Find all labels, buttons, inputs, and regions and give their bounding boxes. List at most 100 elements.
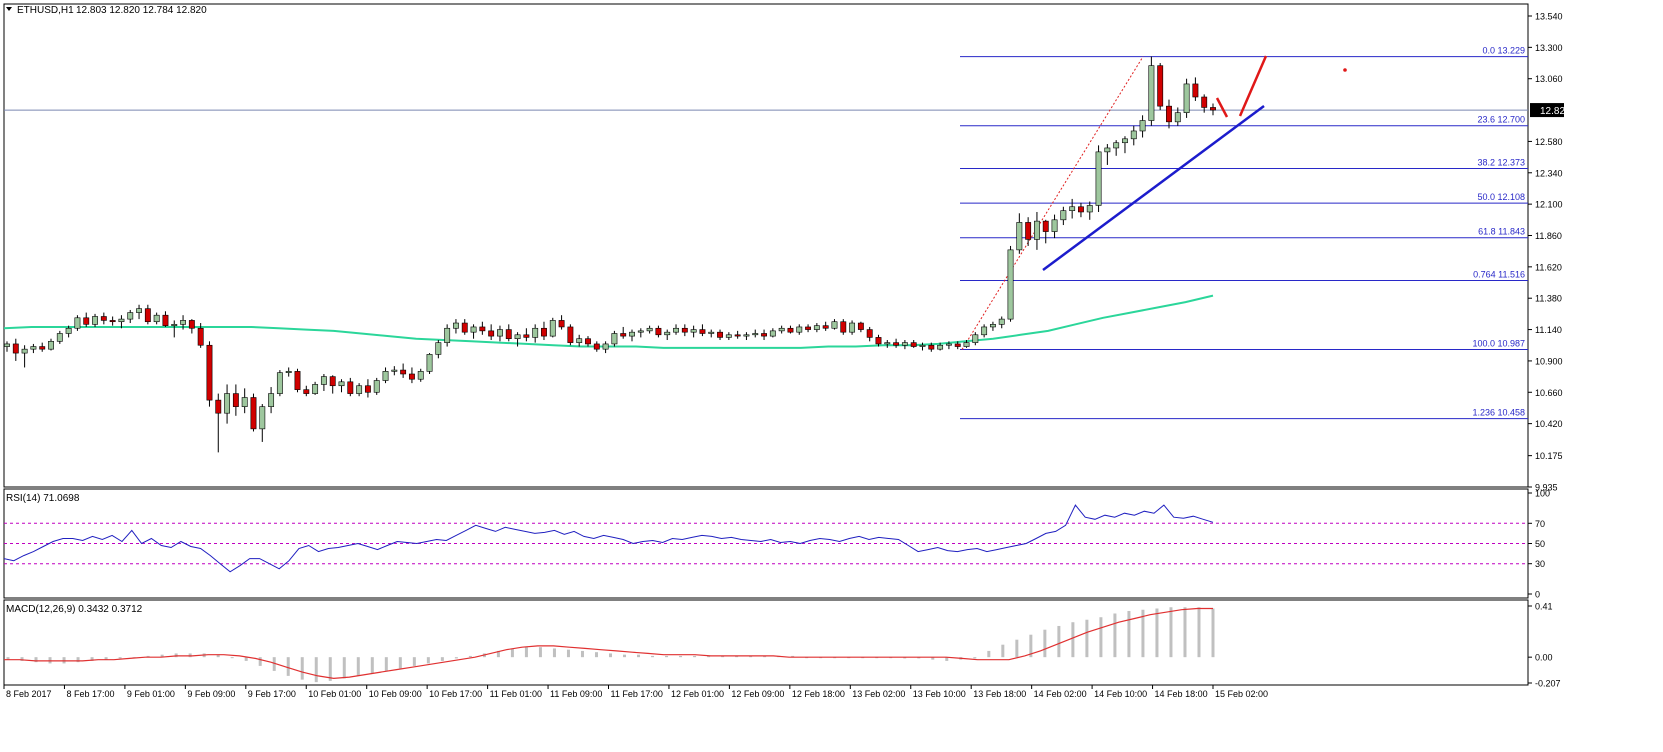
bull-candle-body <box>901 342 908 346</box>
time-axis-label: 8 Feb 2017 <box>6 689 52 699</box>
time-axis-label: 14 Feb 10:00 <box>1094 689 1147 699</box>
candle <box>461 319 468 335</box>
candle <box>893 338 900 348</box>
macd-histogram-bar <box>90 657 94 661</box>
candle <box>285 367 292 377</box>
candle <box>144 304 151 325</box>
bull-candle-body <box>338 381 345 387</box>
bull-candle-body <box>1060 210 1067 221</box>
bull-candle-body <box>1051 219 1058 232</box>
bear-candle-body <box>347 381 354 394</box>
macd-histogram-bar <box>1043 629 1047 658</box>
bull-candle-body <box>356 385 363 394</box>
macd-histogram-bar <box>314 657 318 683</box>
macd-histogram-bar <box>945 657 949 661</box>
candle <box>549 317 556 338</box>
bull-candle-body <box>849 322 856 333</box>
candle <box>39 342 46 352</box>
fib-level-label: 1.236 10.458 <box>1472 408 1525 418</box>
bull-candle-body <box>4 343 10 347</box>
candle <box>127 309 134 324</box>
macd-histogram-bar <box>1155 608 1159 658</box>
bear-candle-body <box>655 327 662 336</box>
bear-candle-body <box>1166 105 1172 123</box>
bear-candle-body <box>787 327 794 333</box>
macd-histogram-bar <box>1197 607 1201 658</box>
bull-candle-body <box>602 343 609 350</box>
candle <box>813 323 820 333</box>
price-axis-label: 10.175 <box>1535 451 1563 461</box>
bear-candle-body <box>232 393 239 407</box>
bull-candle-body <box>778 327 785 332</box>
macd-histogram-bar <box>230 657 234 659</box>
candle <box>444 324 451 347</box>
bear-candle-body <box>840 321 847 333</box>
macd-histogram-bar <box>118 657 122 659</box>
bull-candle-body <box>21 348 28 354</box>
bull-candle-body <box>629 331 635 337</box>
candle <box>673 324 679 335</box>
macd-histogram-bar <box>931 657 935 660</box>
bull-candle-body <box>118 318 125 323</box>
macd-histogram-bar <box>48 657 52 664</box>
bear-candle-body <box>364 385 371 393</box>
macd-histogram-bar <box>1113 613 1117 658</box>
price-axis-label: 11.380 <box>1535 294 1562 304</box>
candle <box>840 319 847 335</box>
candle <box>276 370 283 397</box>
macd-histogram-bar <box>651 655 655 658</box>
candle <box>1166 99 1172 129</box>
bear-candle-body <box>1078 206 1084 213</box>
current-price-label: 12.820 <box>1540 106 1571 117</box>
bull-candle-body <box>171 324 178 326</box>
bull-candle-body <box>1183 83 1190 113</box>
candle <box>866 326 873 342</box>
candle <box>259 404 266 442</box>
candle <box>197 323 204 348</box>
macd-label: MACD(12,26,9) 0.3432 0.3712 <box>6 604 143 615</box>
time-axis-label: 9 Feb 17:00 <box>248 689 296 699</box>
macd-histogram-bar <box>328 657 332 681</box>
bear-candle-body <box>558 320 565 328</box>
bull-candle-body <box>320 376 327 385</box>
bull-candle-body <box>312 384 319 394</box>
candle <box>391 366 398 376</box>
bull-candle-body <box>373 380 380 393</box>
candle <box>593 341 600 352</box>
candle <box>1034 211 1040 250</box>
bull-candle-body <box>919 344 926 347</box>
macd-histogram-bar <box>707 655 711 658</box>
bull-candle-body <box>690 329 697 333</box>
time-axis-label: 13 Feb 18:00 <box>973 689 1026 699</box>
candle <box>875 334 882 347</box>
candle <box>118 315 125 329</box>
macd-histogram-bar <box>791 655 795 658</box>
bull-candle-body <box>937 344 944 350</box>
candle <box>162 311 169 327</box>
fib-level-label: 23.6 12.700 <box>1477 115 1525 125</box>
bull-candle-body <box>1086 205 1093 213</box>
candle <box>48 338 54 351</box>
bear-candle-body <box>303 389 310 394</box>
bear-candle-body <box>197 327 204 346</box>
candle <box>241 388 248 414</box>
candle <box>681 324 688 337</box>
candle <box>497 325 503 342</box>
bear-candle-body <box>567 326 574 343</box>
macd-histogram-bar <box>160 654 164 658</box>
macd-histogram-bar <box>496 650 500 658</box>
macd-histogram-bar <box>763 655 767 658</box>
candle <box>488 324 495 341</box>
macd-histogram-bar <box>1169 607 1173 658</box>
bear-candle-body <box>479 326 486 332</box>
candle <box>787 325 794 334</box>
macd-frame <box>3 599 1529 686</box>
bull-candle-body <box>796 326 803 333</box>
bear-candle-body <box>505 329 512 340</box>
bull-candle-body <box>444 327 451 343</box>
candle <box>558 315 565 330</box>
bear-candle-body <box>461 322 468 333</box>
price-axis-label: 10.420 <box>1535 419 1563 429</box>
candle <box>232 384 239 416</box>
